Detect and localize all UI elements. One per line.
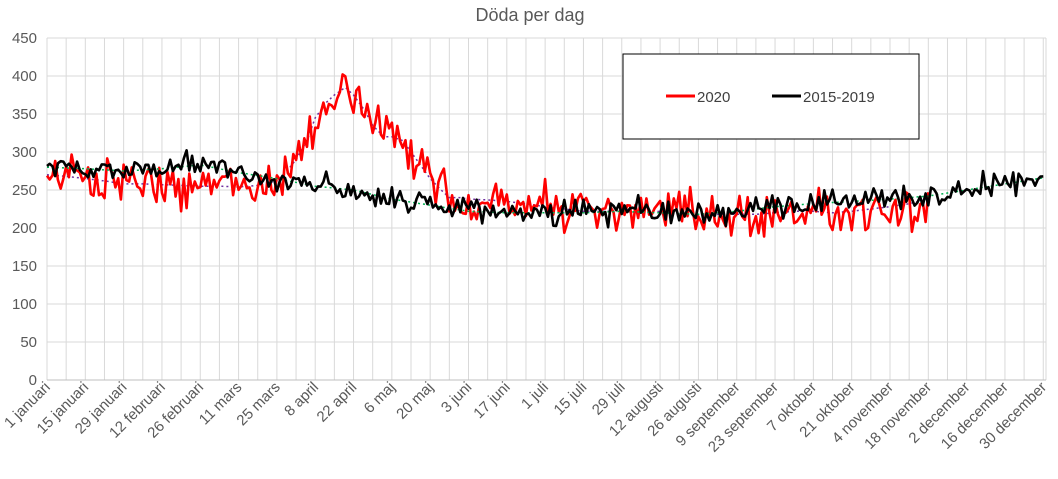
legend-label-2020: 2020 <box>697 89 730 106</box>
x-tick-label: 30 december <box>976 379 1050 453</box>
y-tick-label: 0 <box>29 372 37 389</box>
legend: 2020 2015-2019 <box>622 53 920 140</box>
x-tick-label: 1 juli <box>518 379 552 413</box>
x-tick-label: 15 juli <box>551 379 591 419</box>
series-line-2020 <box>45 73 930 238</box>
y-tick-label: 250 <box>12 182 37 199</box>
y-tick-label: 50 <box>20 334 37 351</box>
legend-label-2015-2019: 2015-2019 <box>803 89 875 106</box>
y-tick-label: 350 <box>12 106 37 123</box>
y-tick-label: 150 <box>12 258 37 275</box>
y-tick-label: 100 <box>12 296 37 313</box>
x-tick-label: 22 april <box>314 379 361 426</box>
chart-title: Döda per dag <box>475 5 584 25</box>
y-tick-label: 400 <box>12 68 37 85</box>
y-tick-label: 300 <box>12 144 37 161</box>
x-tick-label: 20 maj <box>393 379 437 423</box>
y-axis: 0 50 100 150 200 250 300 350 400 450 <box>12 30 37 389</box>
y-tick-label: 450 <box>12 30 37 47</box>
series-line-2015-2019 <box>46 149 1044 229</box>
gridlines <box>46 37 1047 381</box>
y-tick-label: 200 <box>12 220 37 237</box>
x-tick-label: 17 juni <box>470 379 513 422</box>
series-group <box>45 73 1044 238</box>
